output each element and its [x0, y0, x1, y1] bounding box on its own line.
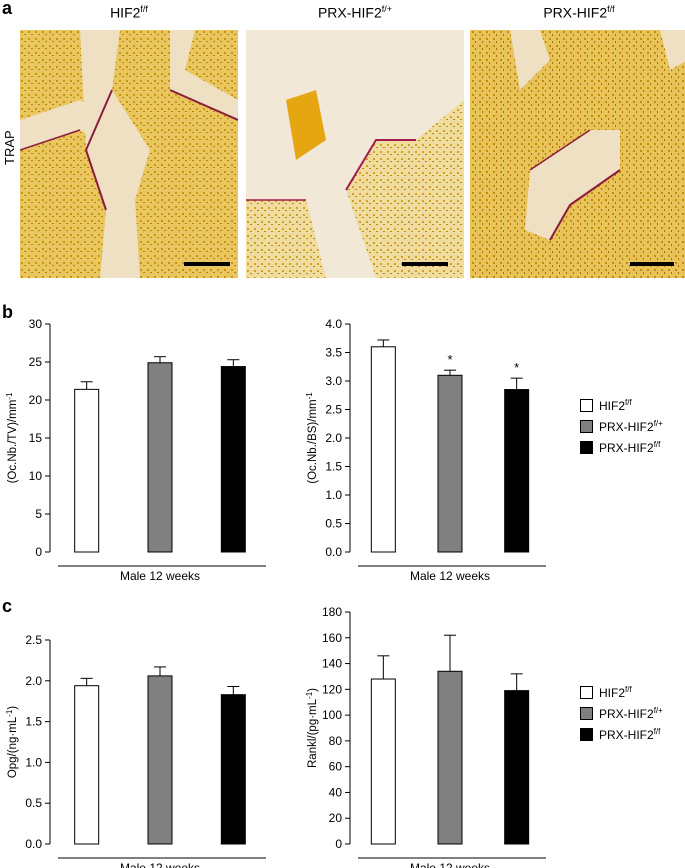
y-tick-label: 0 — [35, 545, 42, 559]
bar — [370, 678, 396, 845]
y-tick-label: 1.5 — [325, 460, 342, 474]
legend-label: HIF2f/f — [599, 398, 632, 413]
legend-swatch — [580, 420, 593, 433]
y-tick-label: 2.0 — [25, 674, 42, 688]
y-axis-label: Rankl/(pg·mL-1) — [305, 688, 320, 768]
y-tick-label: 40 — [329, 785, 343, 799]
bar — [74, 685, 100, 845]
legend-label: PRX-HIF2f/f — [599, 727, 661, 742]
y-tick-label: 0.0 — [25, 837, 42, 851]
y-tick-label: 60 — [329, 760, 343, 774]
y-tick-label: 2.0 — [325, 431, 342, 445]
bar — [504, 690, 530, 845]
chart-rankl: 0 20 40 60 80 100 120 140 160 180 Rankl/(pg·mL-1) M… — [305, 605, 546, 868]
y-tick-label: 3.5 — [325, 346, 342, 360]
y-tick-label: 1.5 — [25, 715, 42, 729]
bar — [437, 670, 463, 845]
y-tick-label: 30 — [29, 317, 43, 331]
trap-image-prx-hif2-fplus — [246, 30, 464, 278]
legend-item-prx-hif2-fplus: PRX-HIF2f/+ — [580, 419, 685, 435]
legend-swatch — [580, 686, 593, 699]
legend-label: HIF2f/f — [599, 685, 632, 700]
legend-item-hif2-ff: HIF2f/f — [580, 398, 685, 414]
y-tick-label: 80 — [329, 734, 343, 748]
y-tick-label: 160 — [322, 631, 342, 645]
bar — [504, 389, 530, 553]
y-tick-label: 5 — [35, 507, 42, 521]
y-tick-label: 1.0 — [325, 488, 342, 502]
chart-opg: 0.0 0.5 1.0 1.5 2.0 2.5 Opg/(ng·mL-1) Male 12 w… — [5, 633, 266, 868]
legend-label: PRX-HIF2f/f — [599, 440, 661, 455]
y-tick-label: 100 — [322, 708, 342, 722]
y-tick-label: 25 — [29, 355, 43, 369]
legend-label: PRX-HIF2f/+ — [599, 419, 663, 434]
panel-label-c: c — [2, 596, 13, 616]
x-axis-label: Male 12 weeks — [410, 861, 490, 868]
x-axis-label: Male 12 weeks — [120, 569, 200, 583]
legend-swatch — [580, 399, 593, 412]
y-tick-label: 15 — [29, 431, 43, 445]
y-tick-label: 20 — [329, 811, 343, 825]
bar — [74, 388, 100, 553]
bar — [147, 675, 173, 845]
significance-star: * — [514, 360, 519, 375]
image-title-3: PRX-HIF2f/f — [543, 4, 615, 21]
trap-row-label: TRAP — [2, 130, 17, 165]
y-tick-label: 4.0 — [325, 317, 342, 331]
y-tick-label: 0.0 — [325, 545, 342, 559]
significance-star: * — [447, 352, 452, 367]
legend-label: PRX-HIF2f/+ — [599, 706, 663, 721]
legend-swatch — [580, 728, 593, 741]
y-axis-label: (Oc.Nb./TV)/mm-1 — [5, 392, 20, 483]
y-tick-label: 2.5 — [325, 403, 342, 417]
scale-bar-1 — [184, 262, 230, 266]
image-title-1: HIF2f/f — [110, 4, 148, 21]
trap-image-prx-hif2-ff — [470, 30, 685, 278]
y-tick-label: 10 — [29, 469, 43, 483]
y-tick-label: 140 — [322, 657, 342, 671]
bar — [147, 362, 173, 553]
legend-swatch — [580, 707, 593, 720]
scale-bar-2 — [402, 262, 448, 266]
bar — [220, 694, 246, 845]
legend-item-prx-hif2-fplus: PRX-HIF2f/+ — [580, 706, 685, 722]
y-tick-label: 1.0 — [25, 755, 42, 769]
scale-bar-3 — [630, 262, 674, 266]
x-axis-label: Male 12 weeks — [410, 569, 490, 583]
legend-swatch — [580, 441, 593, 454]
y-tick-label: 120 — [322, 682, 342, 696]
y-tick-label: 0.5 — [25, 796, 42, 810]
bar — [437, 374, 463, 553]
y-tick-label: 180 — [322, 605, 342, 619]
y-tick-label: 0 — [335, 837, 342, 851]
chart-oc-nb-bs: 0.0 0.5 1.0 1.5 2.0 2.5 3.0 3.5 4.0 (Oc.Nb./BS)/m… — [305, 317, 546, 583]
image-title-2: PRX-HIF2f/+ — [317, 4, 393, 21]
legend-item-prx-hif2-ff: PRX-HIF2f/f — [580, 440, 685, 456]
y-tick-label: 20 — [29, 393, 43, 407]
trap-image-hif2-ff — [20, 30, 238, 278]
y-axis-label: (Oc.Nb./BS)/mm-1 — [305, 392, 320, 484]
chart-oc-nb-tv: 0 5 10 15 20 25 30 (Oc.Nb./TV)/mm-1 Male 12 week… — [5, 317, 266, 583]
y-tick-label: 2.5 — [25, 633, 42, 647]
x-axis-label: Male 12 weeks — [120, 861, 200, 868]
legend-item-hif2-ff: HIF2f/f — [580, 685, 685, 701]
bar — [220, 366, 246, 553]
panel-label-a: a — [2, 0, 13, 18]
panel-label-b: b — [2, 302, 13, 322]
legend-item-prx-hif2-ff: PRX-HIF2f/f — [580, 727, 685, 743]
bar — [370, 346, 396, 553]
y-tick-label: 3.0 — [325, 374, 342, 388]
y-axis-label: Opg/(ng·mL-1) — [5, 706, 20, 778]
y-tick-label: 0.5 — [325, 517, 342, 531]
